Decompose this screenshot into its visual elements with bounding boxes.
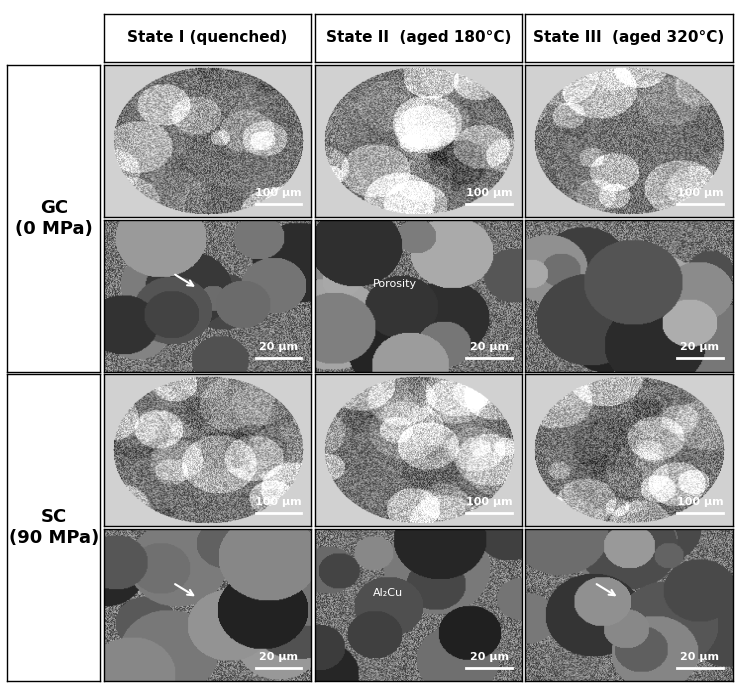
Text: Al₂Cu: Al₂Cu xyxy=(373,588,403,599)
Text: 20 μm: 20 μm xyxy=(470,343,508,352)
Text: 100 μm: 100 μm xyxy=(676,188,723,197)
Text: 20 μm: 20 μm xyxy=(470,652,508,662)
Text: Porosity: Porosity xyxy=(373,279,417,289)
Text: State II  (aged 180°C): State II (aged 180°C) xyxy=(326,30,511,45)
Text: 100 μm: 100 μm xyxy=(255,188,302,197)
Text: 20 μm: 20 μm xyxy=(259,343,298,352)
Text: 20 μm: 20 μm xyxy=(681,343,719,352)
Text: 20 μm: 20 μm xyxy=(259,652,298,662)
Text: 100 μm: 100 μm xyxy=(466,497,513,507)
Text: 100 μm: 100 μm xyxy=(676,497,723,507)
Text: State I (quenched): State I (quenched) xyxy=(127,30,288,45)
Text: 100 μm: 100 μm xyxy=(255,497,302,507)
Text: SC
(90 MPa): SC (90 MPa) xyxy=(9,508,99,547)
Text: GC
(0 MPa): GC (0 MPa) xyxy=(15,199,92,237)
Text: 100 μm: 100 μm xyxy=(466,188,513,197)
Text: 20 μm: 20 μm xyxy=(681,652,719,662)
Text: State III  (aged 320°C): State III (aged 320°C) xyxy=(534,30,724,45)
